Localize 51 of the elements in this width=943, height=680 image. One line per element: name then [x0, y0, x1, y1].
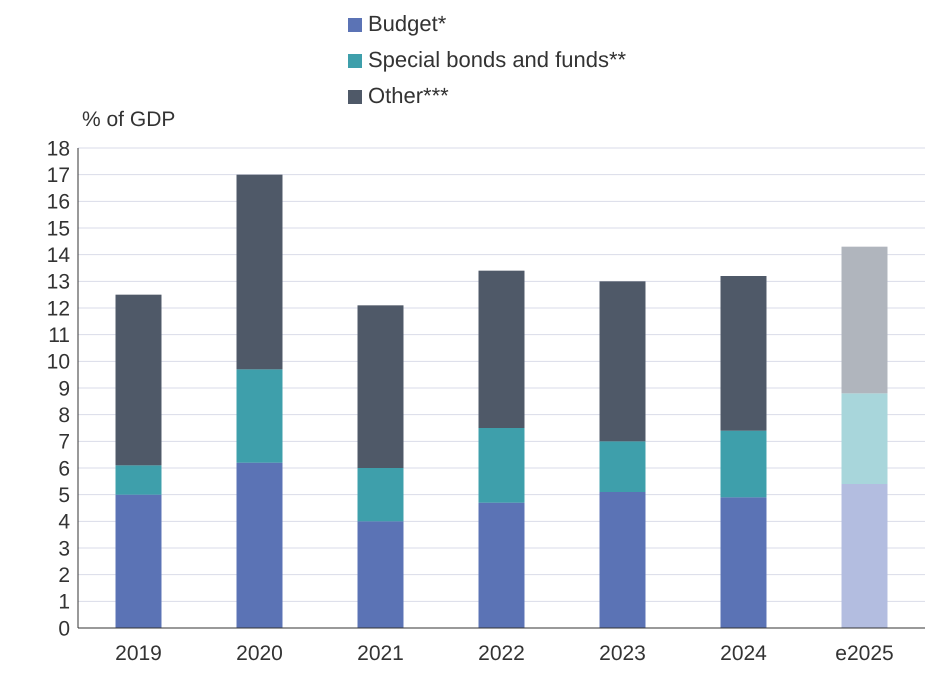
- y-tick-label: 11: [48, 324, 70, 348]
- bar: [478, 270, 524, 428]
- y-tick-label: 12: [46, 297, 70, 320]
- y-tick-label: 10: [46, 350, 70, 374]
- bar: [478, 502, 524, 628]
- y-tick-label: 15: [46, 217, 70, 240]
- legend-label: Other***: [368, 83, 450, 108]
- y-tick-label: 18: [46, 137, 70, 160]
- y-tick-label: 14: [46, 244, 70, 268]
- bar: [116, 494, 162, 628]
- y-tick-label: 4: [58, 510, 70, 534]
- y-tick-label: 17: [46, 164, 70, 188]
- bar: [720, 497, 766, 628]
- legend-label: Special bonds and funds**: [368, 47, 627, 72]
- bar: [478, 428, 524, 503]
- bar: [600, 492, 646, 628]
- y-tick-label: 7: [58, 430, 70, 454]
- x-tick-label: 2022: [478, 642, 525, 665]
- x-tick-label: 2023: [599, 642, 646, 665]
- y-tick-label: 3: [58, 537, 70, 560]
- bar: [116, 465, 162, 495]
- y-tick-label: 16: [46, 190, 70, 214]
- y-tick-label: 0: [58, 617, 70, 640]
- y-tick-label: 13: [46, 270, 70, 294]
- x-tick-label: e2025: [835, 642, 894, 665]
- bar: [116, 294, 162, 466]
- bar: [720, 276, 766, 431]
- x-tick-label: 2020: [236, 642, 283, 665]
- bar: [358, 305, 404, 468]
- bar: [842, 393, 888, 484]
- y-tick-label: 8: [58, 404, 70, 428]
- x-tick-label: 2021: [357, 642, 404, 665]
- bar: [720, 430, 766, 498]
- y-tick-label: 5: [58, 484, 70, 508]
- y-axis-title: % of GDP: [82, 108, 176, 131]
- y-tick-label: 9: [58, 377, 70, 400]
- bar: [600, 281, 646, 442]
- bar: [358, 521, 404, 628]
- bar: [358, 468, 404, 522]
- x-tick-label: 2019: [115, 642, 162, 665]
- bar: [842, 246, 888, 394]
- bar: [600, 441, 646, 492]
- y-tick-label: 1: [58, 590, 70, 614]
- bar: [842, 484, 888, 628]
- bar: [236, 174, 282, 370]
- x-tick-label: 2024: [720, 642, 768, 665]
- bar: [236, 462, 282, 628]
- y-tick-label: 6: [58, 457, 70, 480]
- bar: [236, 369, 282, 463]
- legend-label: Budget*: [368, 11, 447, 36]
- y-tick-label: 2: [58, 564, 70, 588]
